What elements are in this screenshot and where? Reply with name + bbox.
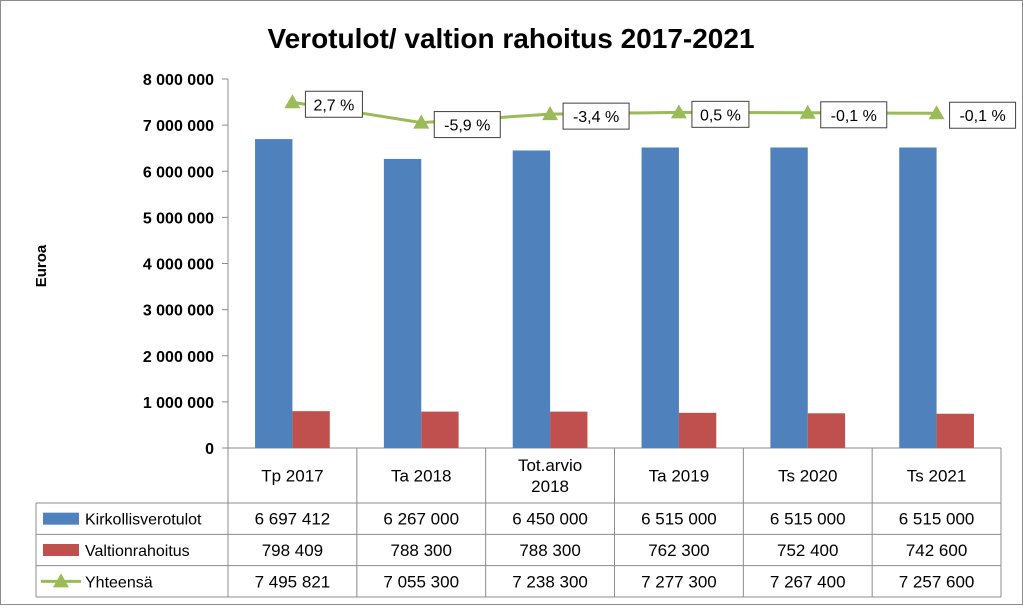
line-point-marker: [799, 104, 816, 119]
bar-valtionrahoitus: [421, 411, 459, 448]
table-cell-value: 798 409: [262, 541, 323, 560]
bar-valtionrahoitus: [550, 411, 588, 448]
x-tick-label: Ta 2018: [391, 467, 452, 486]
legend-swatch: [43, 544, 79, 556]
annotation-label: 2,7 %: [313, 97, 354, 114]
line-point-marker: [284, 94, 301, 109]
annotation-box: [433, 111, 501, 139]
chart-title: Verotulot/ valtion rahoitus 2017-2021: [267, 23, 754, 54]
table-cell-value: 6 515 000: [770, 510, 846, 529]
table-cell-value: 6 267 000: [383, 510, 459, 529]
legend-label: Valtionrahoitus: [85, 543, 190, 560]
annotation-label: 0,5 %: [700, 107, 741, 124]
table-cell-value: 762 300: [648, 541, 709, 560]
y-tick-label: 0: [205, 441, 214, 458]
x-tick-label: Tot.arvio 2018: [518, 456, 582, 496]
bar-valtionrahoitus: [292, 411, 330, 448]
annotation-box: [820, 101, 888, 129]
table-cell-value: 7 257 600: [899, 572, 975, 591]
y-tick-label: 4 000 000: [143, 257, 214, 274]
bar-kirkollisverotulot: [641, 147, 679, 449]
table-cell-value: 6 697 412: [255, 510, 331, 529]
table-cell-value: 6 515 000: [899, 510, 975, 529]
annotation-box: [691, 100, 750, 128]
table-cell-value: 752 400: [777, 541, 838, 560]
table-cell-value: 788 300: [391, 541, 452, 560]
y-tick-label: 6 000 000: [143, 164, 214, 181]
table-cell-value: 6 450 000: [512, 510, 588, 529]
x-tick-label: Ta 2019: [649, 467, 710, 486]
table-cell-value: 7 277 300: [641, 572, 717, 591]
y-tick-label: 8 000 000: [143, 72, 214, 89]
x-tick-label: Tp 2017: [261, 467, 323, 486]
bar-kirkollisverotulot: [383, 158, 422, 448]
bar-kirkollisverotulot: [770, 147, 808, 449]
line-point-marker: [928, 105, 945, 120]
y-axis-label: Euroa: [33, 244, 50, 287]
y-tick-label: 7 000 000: [143, 118, 214, 135]
legend-swatch: [43, 512, 79, 525]
bar-kirkollisverotulot: [512, 150, 551, 448]
table-cell-value: 7 055 300: [383, 572, 459, 591]
annotation-box: [949, 101, 1017, 129]
line-point-marker: [542, 106, 559, 121]
bar-valtionrahoitus: [678, 412, 717, 448]
annotation-box: [304, 90, 363, 118]
y-tick-label: 2 000 000: [143, 349, 214, 366]
annotation-label: -0,1 %: [959, 108, 1005, 125]
x-tick-label: Ts 2021: [907, 467, 967, 486]
bar-kirkollisverotulot: [255, 139, 293, 448]
line-point-marker: [413, 114, 430, 129]
annotation-label: -5,9 %: [444, 118, 490, 135]
y-tick-label: 1 000 000: [143, 395, 214, 412]
table-cell-value: 788 300: [519, 541, 580, 560]
annotation-box: [562, 102, 630, 130]
bar-kirkollisverotulot: [899, 147, 937, 449]
y-tick-label: 3 000 000: [143, 303, 214, 320]
legend-label: Kirkollisverotulot: [85, 512, 202, 529]
annotation-label: -3,4 %: [573, 109, 619, 126]
line-point-marker: [670, 104, 687, 119]
table-cell-value: 7 267 400: [770, 572, 846, 591]
table-cell-value: 7 238 300: [512, 572, 588, 591]
x-tick-label: Ts 2020: [778, 467, 838, 486]
bar-valtionrahoitus: [807, 413, 846, 448]
bar-valtionrahoitus: [936, 413, 974, 448]
table-cell-value: 742 600: [906, 541, 967, 560]
y-tick-label: 5 000 000: [143, 210, 214, 227]
annotation-label: -0,1 %: [831, 108, 877, 125]
table-cell-value: 7 495 821: [255, 572, 331, 591]
table-cell-value: 6 515 000: [641, 510, 717, 529]
legend-label: Yhteensä: [85, 574, 153, 591]
legend-marker: [53, 573, 69, 588]
